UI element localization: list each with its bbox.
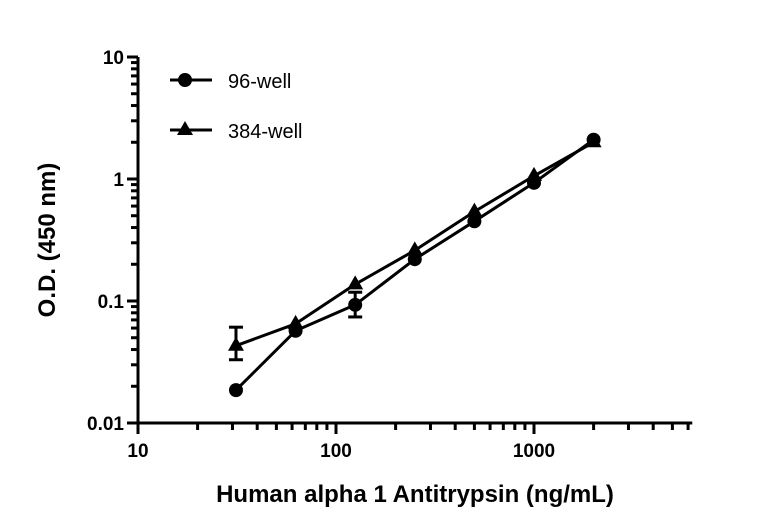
data-point-384-well bbox=[406, 241, 423, 256]
plot-area bbox=[227, 132, 602, 398]
data-point-384-well bbox=[227, 336, 244, 351]
x-axis-title: Human alpha 1 Antitrypsin (ng/mL) bbox=[216, 481, 614, 508]
x-tick-label: 10 bbox=[127, 441, 148, 462]
y-tick-label: 1 bbox=[113, 170, 124, 191]
legend: 96-well 384-well bbox=[170, 71, 302, 143]
legend-label-96-well: 96-well bbox=[228, 71, 291, 93]
legend-marker-384-well bbox=[177, 121, 193, 135]
data-point-96-well bbox=[348, 297, 363, 312]
x-tick-label: 100 bbox=[320, 441, 352, 462]
data-point-384-well bbox=[466, 202, 483, 217]
y-tick-label: 10 bbox=[103, 48, 124, 69]
x-tick-label: 1000 bbox=[513, 441, 555, 462]
y-tick-label: 0.01 bbox=[87, 414, 124, 435]
data-point-96-well bbox=[467, 214, 482, 229]
axes bbox=[127, 55, 693, 434]
legend-marker-96-well bbox=[178, 73, 192, 87]
data-point-384-well bbox=[526, 166, 542, 181]
tick-labels: 10 100 1000 0.01 0.1 1 10 bbox=[87, 48, 555, 462]
data-point-384-well bbox=[287, 314, 304, 329]
legend-label-384-well: 384-well bbox=[228, 121, 302, 143]
data-point-384-well bbox=[585, 133, 602, 148]
y-axis-title: O.D. (450 nm) bbox=[34, 163, 61, 318]
data-point-96-well bbox=[228, 383, 243, 398]
y-tick-label: 0.1 bbox=[98, 292, 125, 313]
data-point-96-well bbox=[407, 252, 422, 267]
data-point-384-well bbox=[347, 275, 364, 290]
